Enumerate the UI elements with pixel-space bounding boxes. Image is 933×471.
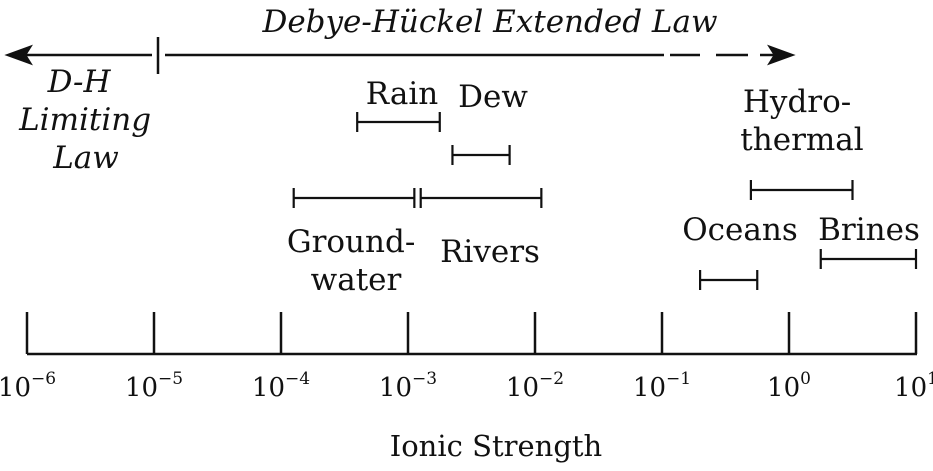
axis-tick-base: 10 <box>0 373 31 403</box>
range-label-groundwater-line-2: water <box>311 262 402 298</box>
range-label-rivers: Rivers <box>440 234 540 270</box>
range-bracket <box>698 270 759 290</box>
range-label-groundwater: Ground- water <box>287 224 425 298</box>
ionic-strength-axis <box>25 312 918 356</box>
range-bracket <box>419 188 543 208</box>
limiting-law-label: D-H Limiting Law <box>18 64 161 176</box>
axis-tick-label: 10−1 <box>633 369 691 403</box>
axis-tick-label: 10−4 <box>252 369 310 403</box>
axis-tick-exponent: −2 <box>539 369 564 389</box>
range-bracket <box>819 249 918 269</box>
axis-tick-exponent: 0 <box>800 369 811 389</box>
axis-tick-base: 10 <box>767 373 800 403</box>
range-label-groundwater-line-1: Ground- <box>287 224 416 260</box>
axis-title: Ionic Strength <box>390 429 602 463</box>
axis-tick-base: 10 <box>506 373 539 403</box>
axis-tick-label: 100 <box>767 369 811 403</box>
axis-tick-base: 10 <box>379 373 412 403</box>
range-brackets <box>292 112 918 290</box>
axis-tick-exponent: −4 <box>285 369 310 389</box>
axis-tick-label: 10−5 <box>125 369 183 403</box>
range-bracket <box>292 188 416 208</box>
range-bracket <box>356 112 441 132</box>
range-label-hydrothermal-line-1: Hydro- <box>743 84 851 120</box>
axis-tick-label: 101 <box>894 369 933 403</box>
range-label-hydrothermal-line-2: thermal <box>740 122 863 158</box>
range-label-hydrothermal: Hydro- thermal <box>740 84 863 158</box>
range-bracket <box>749 180 854 200</box>
extended-law-label: Debye-Hückel Extended Law <box>261 4 717 40</box>
axis-tick-base: 10 <box>125 373 158 403</box>
range-label-dew: Dew <box>458 79 528 115</box>
range-label-brines: Brines <box>818 212 920 248</box>
axis-tick-exponent: −5 <box>158 369 183 389</box>
limiting-law-arrowhead <box>4 44 33 66</box>
axis-tick-label: 10−6 <box>0 369 56 403</box>
axis-tick-exponent: −6 <box>31 369 56 389</box>
range-label-rain: Rain <box>366 76 438 112</box>
range-label-oceans: Oceans <box>682 212 797 248</box>
limiting-law-line-1: D-H <box>47 64 112 100</box>
axis-tick-base: 10 <box>252 373 285 403</box>
limiting-law-line-2: Limiting <box>18 102 151 138</box>
axis-tick-base: 10 <box>894 373 927 403</box>
axis-tick-exponent: −3 <box>412 369 437 389</box>
axis-tick-exponent: 1 <box>927 369 933 389</box>
axis-tick-label: 10−3 <box>379 369 437 403</box>
axis-tick-base: 10 <box>633 373 666 403</box>
extended-law-arrowhead <box>767 44 796 66</box>
range-bracket <box>451 145 511 165</box>
law-arrows <box>4 37 796 74</box>
axis-tick-exponent: −1 <box>666 369 691 389</box>
axis-tick-label: 10−2 <box>506 369 564 403</box>
limiting-law-line-3: Law <box>52 140 119 176</box>
